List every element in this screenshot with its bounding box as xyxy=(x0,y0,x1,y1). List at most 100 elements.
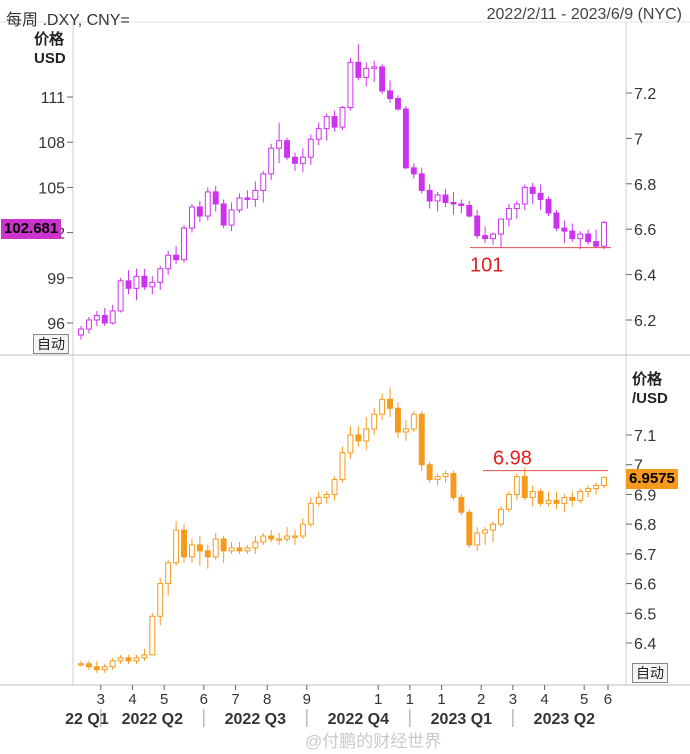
cny-candle xyxy=(188,544,195,558)
cny-candle xyxy=(529,490,536,498)
cny-tick-label: 6.4 xyxy=(634,636,656,653)
cny-candle xyxy=(284,535,290,540)
dxy-candle xyxy=(236,197,243,211)
dxy-candle xyxy=(482,235,489,240)
dxy-candle xyxy=(284,140,290,158)
dxy-candle xyxy=(593,241,600,247)
cny-tick-label: 6.5 xyxy=(634,606,656,623)
dxy-candle xyxy=(474,215,481,237)
dxy-candle xyxy=(157,268,164,283)
cny-candle xyxy=(561,496,568,504)
dxy-candle xyxy=(355,61,362,78)
cny-candle xyxy=(347,434,354,454)
dxy-candle xyxy=(434,194,441,202)
cny-candle xyxy=(85,663,92,668)
cny-candle xyxy=(482,529,489,534)
cny-candle-series xyxy=(78,387,607,673)
dxy-reference-label: 101 xyxy=(470,255,503,277)
cny-candle xyxy=(601,476,607,487)
cny-candle xyxy=(125,657,132,662)
cny-candle xyxy=(379,398,386,415)
cny-candle xyxy=(268,535,275,540)
dxy-candle xyxy=(93,314,100,321)
dxy-candle xyxy=(165,254,172,270)
dxy-candle xyxy=(601,221,607,247)
month-tick-label: 1 xyxy=(374,691,382,708)
cny-top-tick-label: 7.2 xyxy=(634,86,656,103)
cny-candle xyxy=(363,428,370,442)
cny-candle xyxy=(93,666,100,671)
cny-top-tick-label: 6.4 xyxy=(634,268,656,285)
dxy-tick-label: 96 xyxy=(47,316,65,333)
dxy-candle xyxy=(212,191,219,205)
month-tick-label: 1 xyxy=(406,691,414,708)
cny-candle xyxy=(101,666,108,671)
dxy-candle xyxy=(537,192,544,200)
cny-candle xyxy=(442,473,449,478)
dxy-candle xyxy=(133,275,140,289)
quarter-label: 22 Q1 xyxy=(65,711,109,728)
dxy-candle xyxy=(402,108,409,169)
month-tick-label: 6 xyxy=(200,691,208,708)
cny-candle xyxy=(244,547,251,552)
dxy-candle xyxy=(173,254,180,261)
cny-top-tick-label: 7 xyxy=(634,131,643,148)
dxy-candle xyxy=(347,61,354,109)
quarter-label: 2023 Q2 xyxy=(534,711,595,728)
cny-candle xyxy=(196,544,203,552)
dxy-candle xyxy=(196,206,203,217)
cny-candle xyxy=(593,485,600,489)
dxy-candle xyxy=(228,209,235,226)
dxy-candle xyxy=(220,203,227,226)
dxy-candle xyxy=(505,207,512,220)
dxy-tick-label: 108 xyxy=(38,135,65,152)
dxy-candle xyxy=(545,198,552,214)
quarter-label: 2022 Q2 xyxy=(122,711,183,728)
cny-candle xyxy=(513,476,520,495)
dxy-candle xyxy=(379,66,386,92)
dxy-candle xyxy=(371,66,378,69)
month-tick-label: 9 xyxy=(303,691,311,708)
dxy-candle xyxy=(585,233,592,243)
cny-candle xyxy=(212,538,219,558)
cny-candle xyxy=(133,657,140,662)
cny-candle xyxy=(220,538,227,552)
cny-candle xyxy=(418,413,425,466)
cny-top-tick-label: 6.6 xyxy=(634,222,656,239)
cny-top-tick-label: 6.8 xyxy=(634,177,656,194)
cny-tick-label: 7.1 xyxy=(634,428,656,445)
dxy-candle xyxy=(569,230,576,240)
dxy-candle xyxy=(125,280,132,289)
dxy-candle xyxy=(323,116,330,130)
dxy-candle xyxy=(109,310,116,324)
cny-candle xyxy=(426,464,433,481)
cny-candle xyxy=(173,529,180,564)
month-tick-label: 6 xyxy=(604,691,612,708)
dxy-candle xyxy=(204,191,211,217)
dxy-candle xyxy=(521,186,528,205)
cny-tick-label: 6.9 xyxy=(634,487,656,504)
cny-candle xyxy=(553,499,560,504)
cny-candle xyxy=(466,511,473,546)
dxy-candle xyxy=(181,227,187,261)
month-tick-label: 5 xyxy=(580,691,588,708)
dxy-candle xyxy=(117,280,124,312)
cny-candle xyxy=(498,508,504,525)
cny-candle xyxy=(569,496,576,501)
dxy-candle xyxy=(101,314,108,324)
dxy-candle xyxy=(331,116,338,128)
dxy-candle xyxy=(307,138,314,158)
cny-tick-label: 6.8 xyxy=(634,517,656,534)
dxy-candle xyxy=(149,281,156,288)
month-tick-label: 8 xyxy=(263,691,271,708)
auto-scale-button-top[interactable]: 自动 xyxy=(33,334,69,354)
month-tick-label: 4 xyxy=(128,691,136,708)
cny-candle xyxy=(236,547,243,552)
quarter-label: 2022 Q3 xyxy=(225,711,286,728)
dxy-candle xyxy=(426,189,433,202)
axis-layer: 96991021051081116.26.46.66.877.26.46.56.… xyxy=(38,86,656,728)
cny-candle xyxy=(402,428,409,433)
dxy-candle xyxy=(410,167,417,175)
auto-scale-button-bottom[interactable]: 自动 xyxy=(632,663,668,683)
